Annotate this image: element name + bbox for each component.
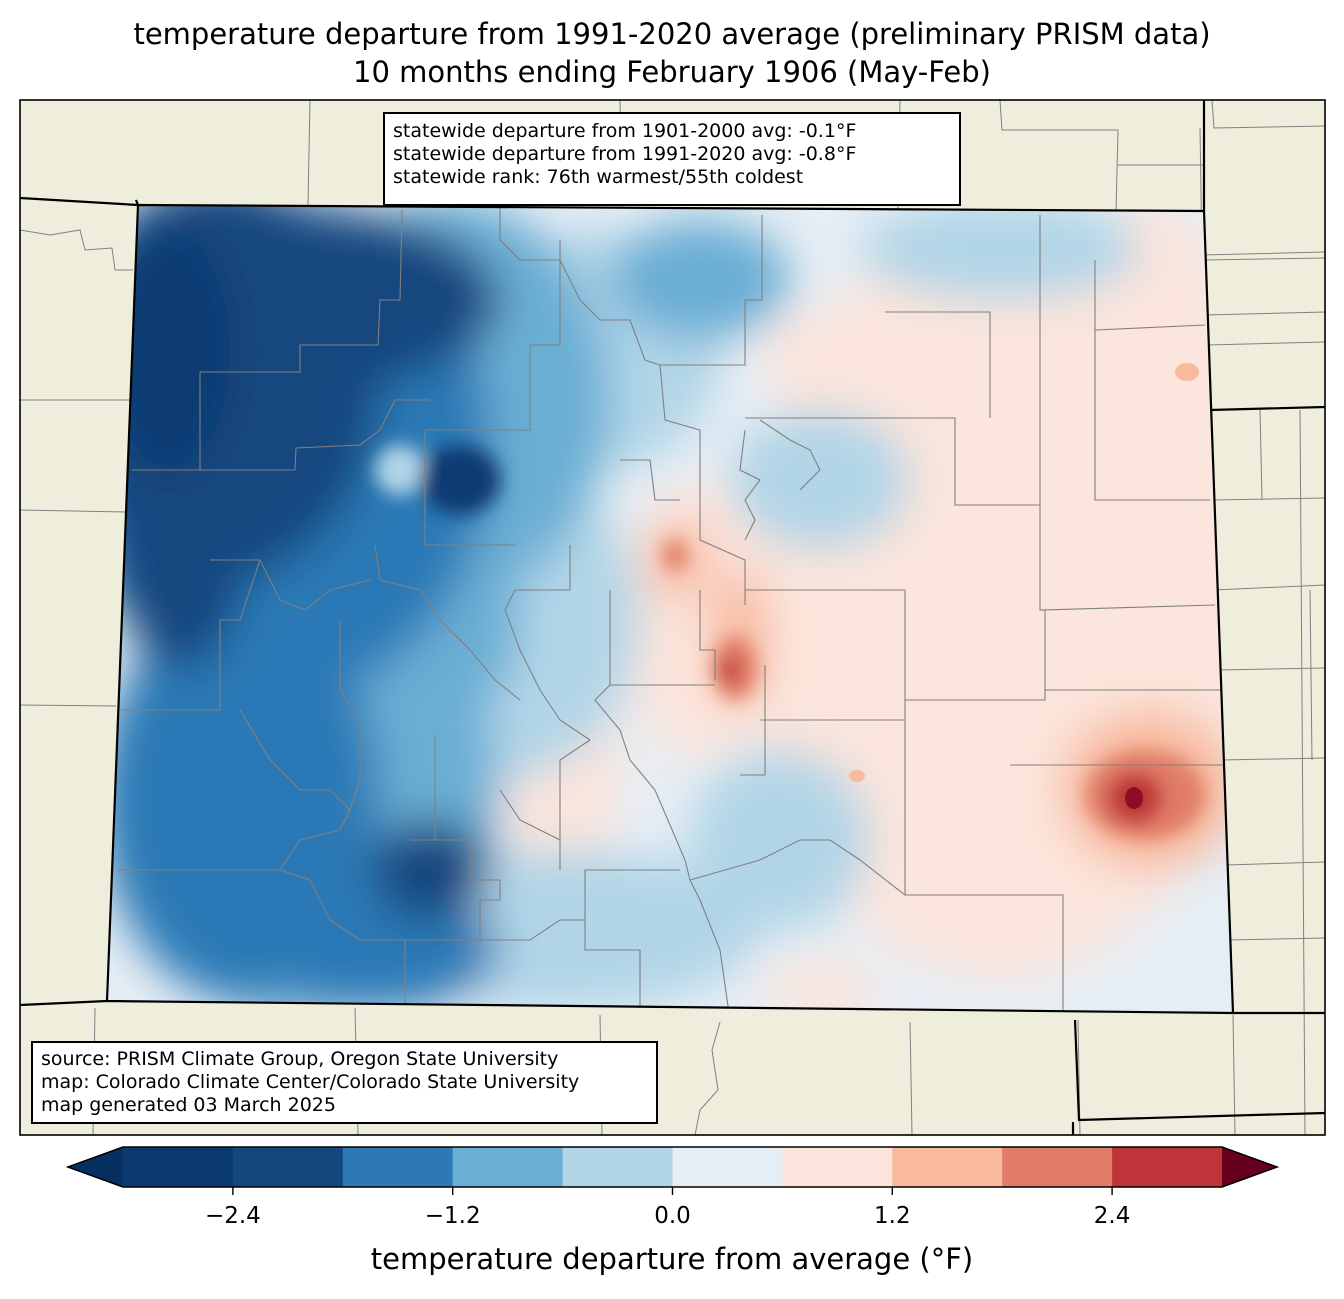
colorbar-segment: [562, 1147, 674, 1187]
colorado-county-lines: [118, 205, 1225, 1013]
colorbar-segment: [342, 1147, 454, 1187]
colorbar-over-arrow: [1222, 1147, 1277, 1187]
colorbar-segment: [452, 1147, 564, 1187]
colorbar-tick-label: −2.4: [204, 1203, 261, 1229]
source-line-2: map: Colorado Climate Center/Colorado St…: [41, 1071, 580, 1093]
colorbar-segment: [892, 1147, 1003, 1187]
colorbar-segment: [1112, 1147, 1223, 1187]
statewide-stats-box: statewide departure from 1901-2000 avg: …: [383, 112, 961, 206]
colorbar-tick-label: −1.2: [424, 1203, 481, 1229]
colorbar-segment: [1002, 1147, 1113, 1187]
stats-line-3: statewide rank: 76th warmest/55th coldes…: [393, 166, 804, 188]
temperature-field: [107, 205, 1233, 1013]
colorbar: [65, 1146, 1280, 1195]
map-title-line2: 10 months ending February 1906 (May-Feb): [353, 55, 991, 89]
source-box: source: PRISM Climate Group, Oregon Stat…: [31, 1041, 658, 1124]
stats-line-2: statewide departure from 1991-2020 avg: …: [393, 143, 857, 165]
colorbar-tick-label: 2.4: [1093, 1203, 1131, 1229]
colorbar-outline: [65, 1146, 1280, 1188]
colorbar-segment: [232, 1147, 344, 1187]
colorbar-segment: [782, 1147, 893, 1187]
map-frame: [19, 99, 1326, 1136]
colorbar-segment: [123, 1147, 234, 1187]
state-borders: [20, 100, 1325, 1135]
colorbar-segment: [672, 1147, 783, 1187]
source-line-3: map generated 03 March 2025: [41, 1094, 336, 1116]
colorbar-under-arrow: [68, 1147, 123, 1187]
source-line-1: source: PRISM Climate Group, Oregon Stat…: [41, 1048, 559, 1070]
map-title-line1: temperature departure from 1991-2020 ave…: [133, 17, 1211, 51]
stats-line-1: statewide departure from 1901-2000 avg: …: [393, 120, 857, 142]
colorbar-tick-label: 0.0: [654, 1203, 691, 1229]
colorbar-tick-label: 1.2: [874, 1203, 911, 1229]
colorbar-label: temperature departure from average (°F): [370, 1242, 974, 1276]
